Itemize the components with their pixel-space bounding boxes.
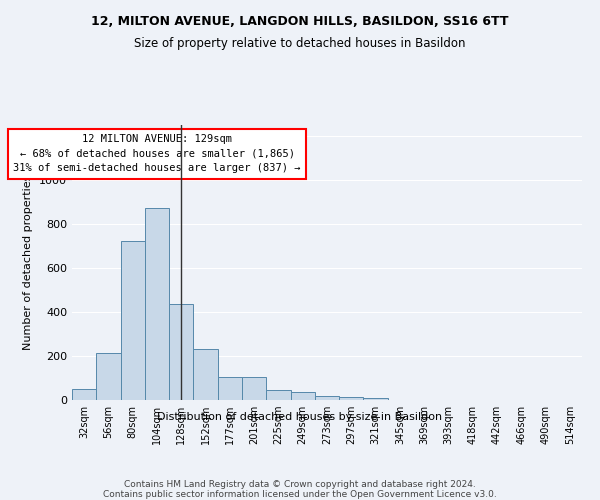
- Bar: [72, 389, 96, 400]
- Text: Size of property relative to detached houses in Basildon: Size of property relative to detached ho…: [134, 38, 466, 51]
- Text: Distribution of detached houses by size in Basildon: Distribution of detached houses by size …: [157, 412, 443, 422]
- Bar: [242, 377, 266, 400]
- Y-axis label: Number of detached properties: Number of detached properties: [23, 175, 34, 350]
- Bar: [290, 392, 315, 400]
- Bar: [96, 352, 121, 400]
- Bar: [266, 390, 290, 400]
- Bar: [339, 396, 364, 400]
- Bar: [169, 304, 193, 400]
- Text: 12 MILTON AVENUE: 129sqm
← 68% of detached houses are smaller (1,865)
31% of sem: 12 MILTON AVENUE: 129sqm ← 68% of detach…: [13, 134, 301, 173]
- Bar: [315, 396, 339, 400]
- Bar: [145, 208, 169, 400]
- Bar: [364, 398, 388, 400]
- Bar: [193, 350, 218, 400]
- Text: Contains HM Land Registry data © Crown copyright and database right 2024.
Contai: Contains HM Land Registry data © Crown c…: [103, 480, 497, 500]
- Bar: [121, 240, 145, 400]
- Text: 12, MILTON AVENUE, LANGDON HILLS, BASILDON, SS16 6TT: 12, MILTON AVENUE, LANGDON HILLS, BASILD…: [91, 15, 509, 28]
- Bar: [218, 377, 242, 400]
